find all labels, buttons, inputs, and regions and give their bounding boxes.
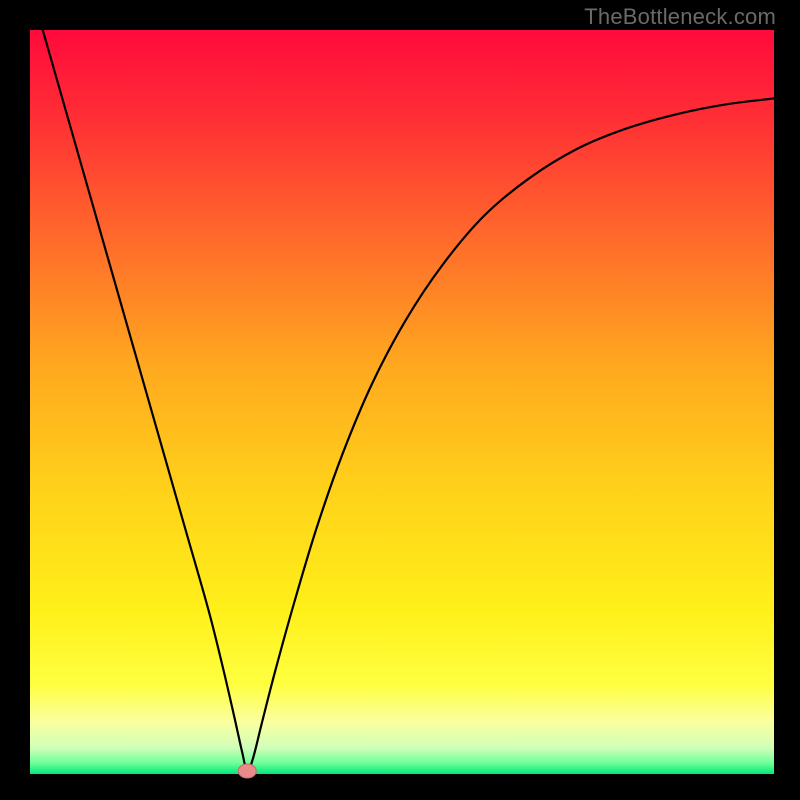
plot-area — [30, 30, 774, 774]
bottleneck-curve — [30, 0, 774, 771]
optimum-marker — [238, 764, 256, 778]
watermark-text: TheBottleneck.com — [584, 4, 776, 30]
bottleneck-curve-layer — [30, 30, 774, 774]
